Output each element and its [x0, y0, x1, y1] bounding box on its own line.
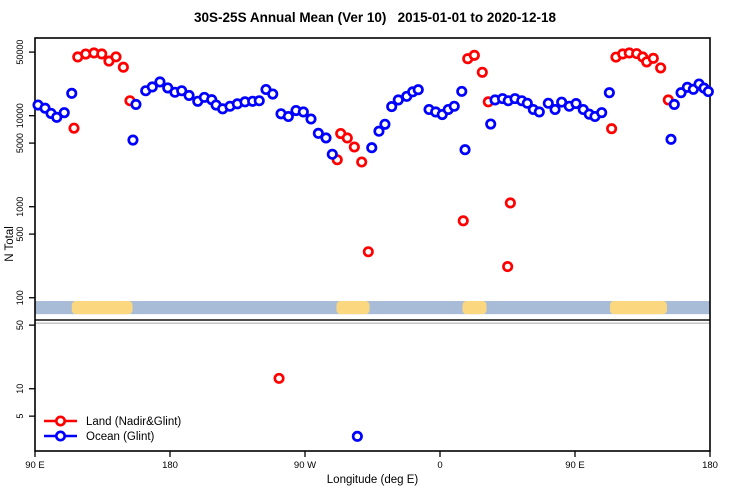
- land-point: [117, 61, 129, 73]
- y-tick-label: 5000: [15, 133, 25, 153]
- y-tick-label: 500: [15, 227, 25, 242]
- land-point: [348, 141, 360, 153]
- x-tick-label: 90 W: [294, 460, 316, 471]
- ocean-point: [373, 125, 385, 137]
- surface-strip-ocean: [35, 301, 710, 315]
- ocean-point: [603, 87, 615, 99]
- land-point: [273, 372, 285, 384]
- land-point: [502, 261, 514, 273]
- land-point: [468, 49, 480, 61]
- x-tick-label: 0: [437, 460, 442, 471]
- ocean-point: [253, 95, 265, 107]
- ocean-point: [702, 86, 714, 98]
- ocean-point: [351, 430, 363, 442]
- x-tick-label: 180: [702, 460, 718, 471]
- ocean-point: [533, 106, 545, 118]
- ocean-point: [58, 107, 70, 119]
- surface-strip-land: [462, 301, 487, 315]
- land-point: [341, 132, 353, 144]
- y-tick-label: 5: [15, 414, 25, 419]
- legend-label: Ocean (Glint): [86, 431, 155, 443]
- ocean-point: [412, 84, 424, 96]
- y-tick-label: 100: [15, 290, 25, 305]
- y-tick-label: 10: [15, 384, 25, 394]
- ocean-point: [448, 100, 460, 112]
- ocean-point: [668, 98, 680, 110]
- x-axis-label: Longitude (deg E): [326, 474, 419, 486]
- plot-frame: [34, 37, 711, 452]
- legend-label: Land (Nadir&Glint): [86, 416, 181, 428]
- ocean-point: [176, 85, 188, 97]
- ocean-point: [51, 111, 63, 123]
- ocean-point: [326, 148, 338, 160]
- ocean-point: [267, 88, 279, 100]
- ocean-point: [366, 142, 378, 154]
- y-tick-label: 1000: [15, 197, 25, 217]
- ocean-point: [542, 97, 554, 109]
- land-point: [606, 123, 618, 135]
- ocean-point: [549, 103, 561, 116]
- land-point: [476, 66, 488, 78]
- legend-marker: [54, 430, 67, 442]
- land-point: [96, 48, 108, 60]
- ocean-point: [459, 144, 471, 156]
- land-point: [362, 246, 374, 258]
- ocean-point: [665, 133, 677, 145]
- ocean-point: [130, 98, 142, 110]
- ocean-point: [320, 132, 332, 144]
- ocean-point: [596, 107, 608, 119]
- ocean-point: [127, 134, 139, 146]
- y-tick-label: 50: [15, 320, 25, 330]
- land-point: [68, 122, 80, 134]
- ocean-point: [379, 118, 391, 130]
- ocean-point: [154, 76, 166, 88]
- y-axis-label: N Total: [4, 226, 16, 262]
- ocean-point: [386, 101, 398, 113]
- ocean-point: [297, 106, 309, 118]
- land-point: [655, 62, 667, 74]
- chart-title: 30S-25S Annual Mean (Ver 10) 2015-01-01 …: [194, 10, 556, 25]
- ocean-point: [312, 127, 324, 139]
- land-point: [504, 197, 516, 209]
- land-point: [356, 156, 368, 168]
- ocean-point: [66, 87, 78, 99]
- ocean-point: [570, 97, 582, 110]
- ocean-point: [282, 110, 294, 123]
- x-tick-label: 180: [162, 460, 178, 471]
- ocean-point: [456, 85, 468, 97]
- legend-marker: [54, 415, 67, 427]
- ocean-point: [521, 97, 533, 109]
- y-tick-label: 50000: [15, 40, 25, 65]
- land-point: [647, 52, 659, 64]
- land-point: [110, 51, 122, 63]
- ocean-point: [485, 118, 497, 130]
- ocean-point: [183, 89, 195, 101]
- x-tick-label: 90 E: [25, 460, 45, 471]
- ocean-point: [305, 113, 317, 125]
- ocean-point: [146, 81, 158, 93]
- surface-strip-land: [336, 301, 370, 315]
- y-tick-label: 10000: [15, 103, 25, 128]
- surface-strip-land: [609, 301, 667, 315]
- surface-strip-land: [71, 301, 133, 315]
- land-point: [457, 215, 469, 227]
- x-tick-label: 90 E: [565, 460, 585, 471]
